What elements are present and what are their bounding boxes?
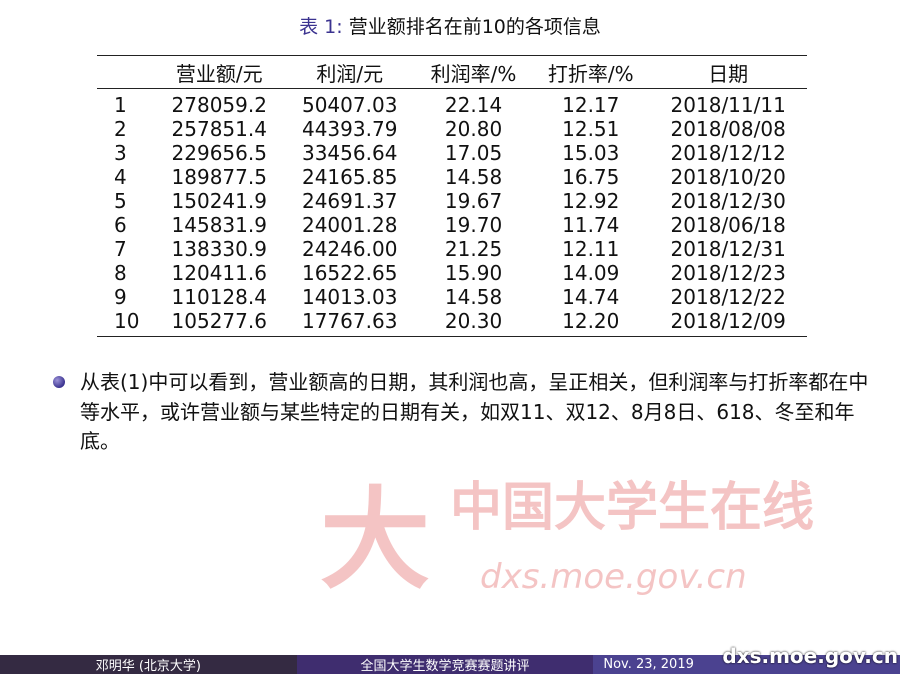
- table-cell: 19.70: [444, 213, 503, 237]
- footer-author: 邓明华 (北京大学): [0, 655, 297, 674]
- table-cell: 12.20: [532, 309, 650, 337]
- table-cell: 44393.79: [301, 117, 398, 141]
- table-cell: 6: [114, 213, 127, 237]
- table-cell: 2018/06/18: [670, 213, 786, 237]
- table-row: 10 105277.6 17767.63 20.30 12.20 2018/12/09: [97, 309, 807, 337]
- table-cell: 24691.37: [301, 189, 398, 213]
- table-cell: 14013.03: [301, 285, 398, 309]
- table-cell: 14.58: [444, 285, 503, 309]
- column-header: [97, 55, 154, 89]
- table-cell: 257851.4: [171, 117, 267, 141]
- table-cell: 2: [114, 117, 127, 141]
- table-cell: 4: [114, 165, 127, 189]
- bullet-text: 从表(1)中可以看到，营业额高的日期，其利润也高，呈正相关，但利润率与打折率都在…: [80, 370, 869, 453]
- table-cell: 16.75: [562, 165, 620, 189]
- table-cell: 50407.03: [301, 93, 398, 117]
- table-cell: 24165.85: [301, 165, 398, 189]
- table-cell: 145831.9: [171, 213, 267, 237]
- table-cell: 189877.5: [171, 165, 267, 189]
- table-cell: 2018/12/30: [670, 189, 786, 213]
- column-header: 日期: [649, 55, 807, 89]
- table-cell: 2018/12/09: [649, 309, 807, 337]
- table-cell: 14.09: [562, 261, 620, 285]
- table-cell: 17.05: [444, 141, 503, 165]
- header-row: 营业额/元 利润/元 利润率/% 打折率/% 日期: [97, 55, 807, 89]
- table-cell: 21.25: [444, 237, 503, 261]
- table-cell: 2018/11/11: [670, 93, 786, 117]
- table-cell: 5: [114, 189, 127, 213]
- table-cell: 12.51: [562, 117, 620, 141]
- table-cell: 17767.63: [284, 309, 415, 337]
- table-cell: 14.74: [562, 285, 620, 309]
- table-row: 2 257851.4 44393.79 20.80 12.51 2018/08/08: [97, 117, 807, 141]
- table-cell: 138330.9: [171, 237, 267, 261]
- table-caption: 表 1: 营业额排名在前10的各项信息: [0, 12, 900, 39]
- table-cell: 9: [114, 285, 127, 309]
- table-cell: 12.17: [562, 93, 620, 117]
- bullet-icon: [53, 376, 65, 388]
- table-cell: 11.74: [562, 213, 620, 237]
- table-cell: 20.30: [414, 309, 533, 337]
- watermark-url: dxs.moe.gov.cn: [480, 557, 747, 597]
- table-cell: 2018/12/23: [670, 261, 786, 285]
- table-row: 5 150241.9 24691.37 19.67 12.92 2018/12/30: [97, 189, 807, 213]
- data-table: 营业额/元 利润/元 利润率/% 打折率/% 日期 1 278059.2 50407.03 2…: [97, 55, 807, 337]
- column-header: 利润/元: [284, 55, 415, 89]
- table-body: 1 278059.2 50407.03 22.14 12.17 2018/11/11 2 25…: [97, 89, 807, 337]
- table-cell: 105277.6: [154, 309, 285, 337]
- watermark-cn: 中国大学生在线: [450, 478, 815, 538]
- table-cell: 12.92: [562, 189, 620, 213]
- table-cell: 33456.64: [301, 141, 398, 165]
- table-cell: 14.58: [444, 165, 503, 189]
- table-cell: 22.14: [444, 93, 503, 117]
- table-row: 6 145831.9 24001.28 19.70 11.74 2018/06/18: [97, 213, 807, 237]
- table-cell: 15.90: [444, 261, 503, 285]
- table-cell: 278059.2: [171, 93, 267, 117]
- footer-date: Nov. 23, 2019: [593, 655, 900, 674]
- table-cell: 120411.6: [171, 261, 267, 285]
- table-cell: 3: [114, 141, 127, 165]
- table-cell: 8: [114, 261, 127, 285]
- table-cell: 110128.4: [171, 285, 267, 309]
- table-cell: 12.11: [562, 237, 620, 261]
- table-cell: 2018/12/31: [670, 237, 786, 261]
- table-cell: 2018/08/08: [670, 117, 786, 141]
- table-cell: 24246.00: [301, 237, 398, 261]
- footer: 邓明华 (北京大学) 全国大学生数学竞赛赛题讲评 Nov. 23, 2019: [0, 655, 900, 674]
- table-cell: 20.80: [444, 117, 503, 141]
- table-row: 3 229656.5 33456.64 17.05 15.03 2018/12/12: [97, 141, 807, 165]
- table-row: 7 138330.9 24246.00 21.25 12.11 2018/12/31: [97, 237, 807, 261]
- column-header: 营业额/元: [154, 55, 285, 89]
- table-cell: 229656.5: [171, 141, 267, 165]
- table-row: 4 189877.5 24165.85 14.58 16.75 2018/10/20: [97, 165, 807, 189]
- table-row: 9 110128.4 14013.03 14.58 14.74 2018/12/22: [97, 285, 807, 309]
- footer-title: 全国大学生数学竞赛赛题讲评: [296, 655, 594, 674]
- caption-label: 表 1:: [299, 16, 343, 38]
- table-cell: 1: [114, 93, 127, 117]
- corner-watermark: dxs.moe.gov.cn: [722, 644, 898, 668]
- table-cell: 2018/10/20: [670, 165, 786, 189]
- caption-text: 营业额排名在前10的各项信息: [348, 16, 601, 38]
- column-header: 利润率/%: [414, 55, 533, 89]
- table-cell: 150241.9: [171, 189, 267, 213]
- table-cell: 24001.28: [301, 213, 398, 237]
- table-cell: 15.03: [562, 141, 620, 165]
- table-cell: 2018/12/22: [670, 285, 786, 309]
- table-cell: 19.67: [444, 189, 503, 213]
- table-row: 8 120411.6 16522.65 15.90 14.09 2018/12/23: [97, 261, 807, 285]
- table-cell: 16522.65: [301, 261, 398, 285]
- table-cell: 10: [97, 309, 154, 337]
- watermark-logo-icon: 大: [320, 476, 430, 604]
- table-row: 1 278059.2 50407.03 22.14 12.17 2018/11/11: [97, 89, 807, 118]
- column-header: 打折率/%: [532, 55, 650, 89]
- table-cell: 7: [114, 237, 127, 261]
- table-cell: 2018/12/12: [670, 141, 786, 165]
